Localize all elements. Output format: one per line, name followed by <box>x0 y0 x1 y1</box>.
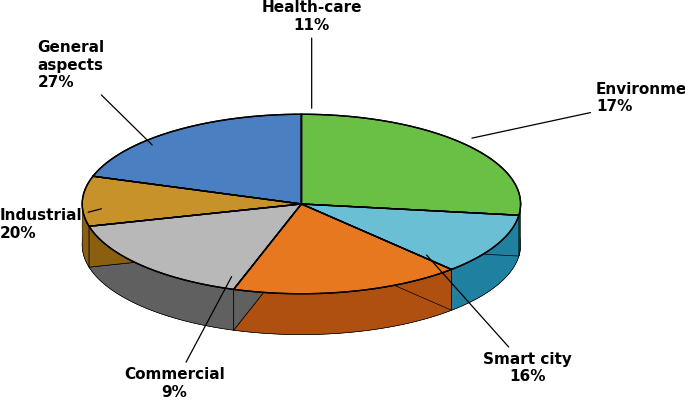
Text: Commercial
9%: Commercial 9% <box>124 277 232 400</box>
Polygon shape <box>234 269 451 335</box>
Polygon shape <box>301 204 519 269</box>
Polygon shape <box>301 204 519 256</box>
Polygon shape <box>301 204 451 310</box>
Polygon shape <box>301 114 521 215</box>
Polygon shape <box>82 204 89 267</box>
Polygon shape <box>89 204 301 267</box>
Polygon shape <box>89 226 234 330</box>
Polygon shape <box>82 155 521 335</box>
Polygon shape <box>89 204 301 267</box>
Polygon shape <box>234 204 301 330</box>
Polygon shape <box>451 215 519 310</box>
Text: Environmental
17%: Environmental 17% <box>472 82 685 138</box>
Polygon shape <box>234 204 301 330</box>
Polygon shape <box>82 176 301 226</box>
Polygon shape <box>301 204 451 310</box>
Text: General
aspects
27%: General aspects 27% <box>38 40 152 145</box>
Polygon shape <box>519 204 521 256</box>
Polygon shape <box>89 204 301 289</box>
Text: Health-care
11%: Health-care 11% <box>262 0 362 108</box>
Text: Industrial
20%: Industrial 20% <box>0 208 101 241</box>
Polygon shape <box>301 204 519 256</box>
Polygon shape <box>93 114 301 204</box>
Polygon shape <box>234 204 451 294</box>
Text: Smart city
16%: Smart city 16% <box>427 255 572 384</box>
